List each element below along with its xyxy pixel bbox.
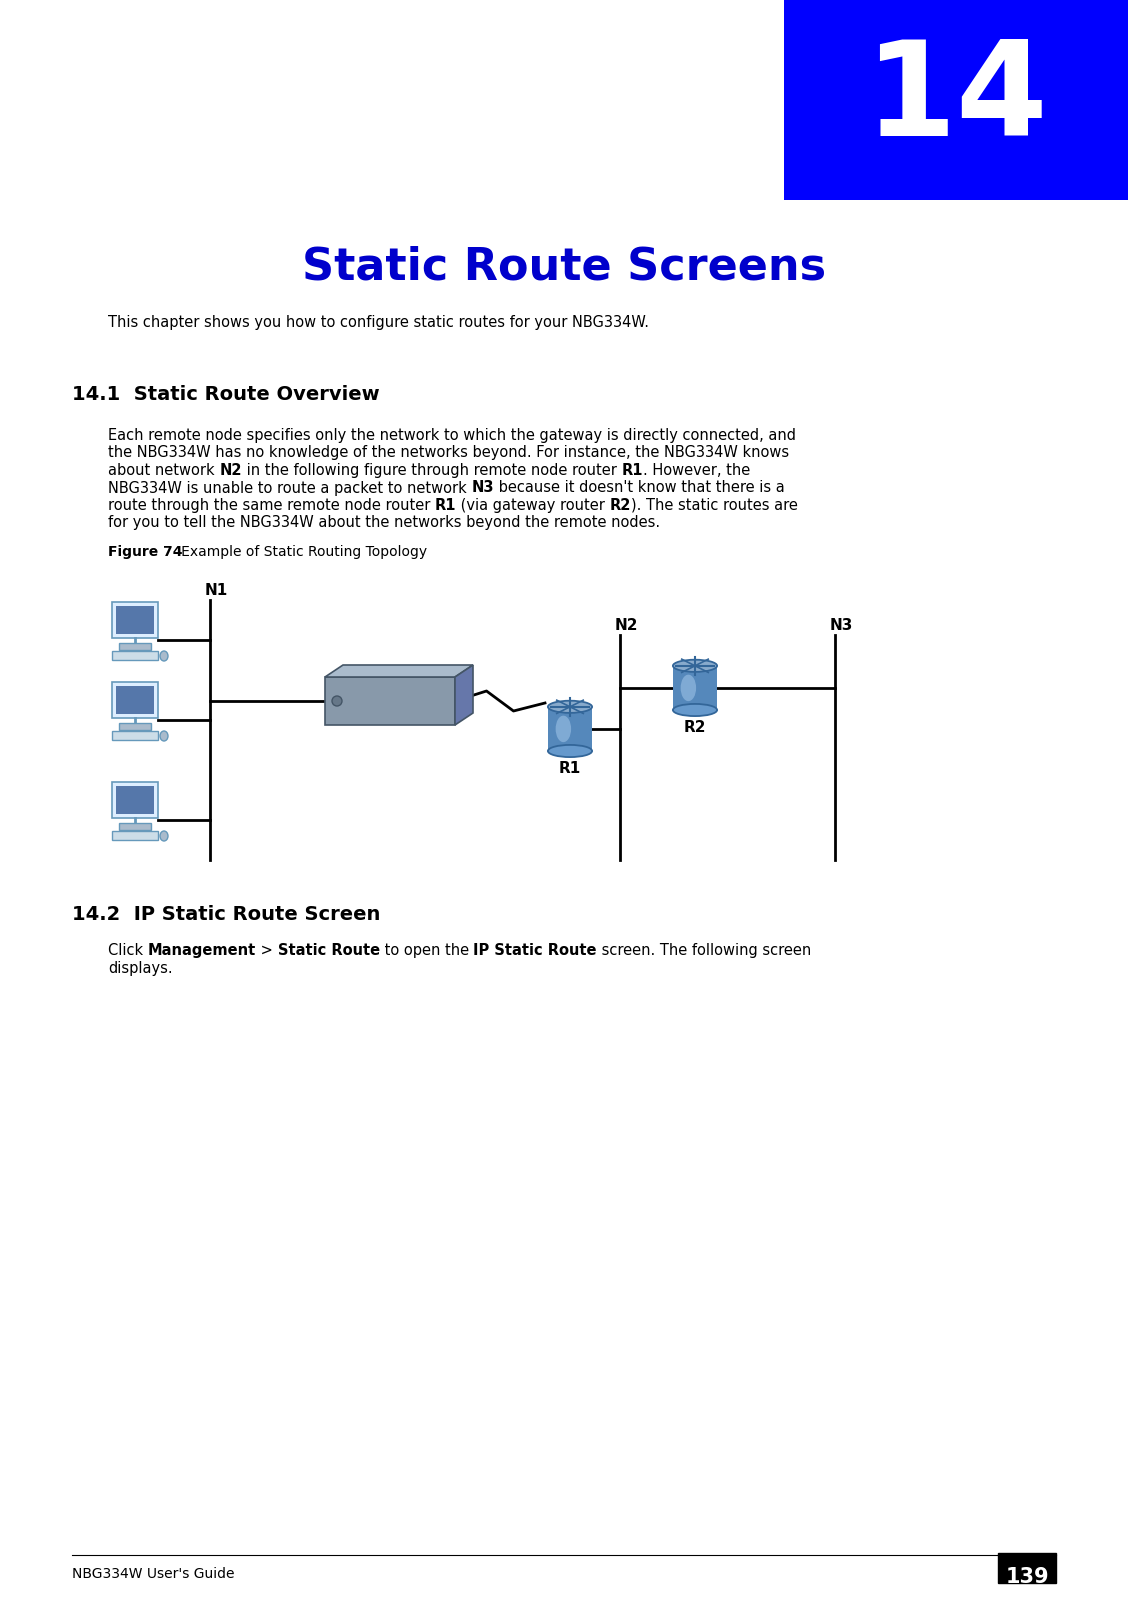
Text: Example of Static Routing Topology: Example of Static Routing Topology bbox=[168, 545, 428, 559]
Bar bbox=[112, 830, 158, 840]
Ellipse shape bbox=[556, 715, 571, 743]
Ellipse shape bbox=[548, 744, 592, 757]
Text: N1: N1 bbox=[205, 583, 228, 597]
Ellipse shape bbox=[160, 731, 168, 741]
Text: IP Static Route: IP Static Route bbox=[474, 942, 597, 958]
Text: NBG334W is unable to route a packet to network: NBG334W is unable to route a packet to n… bbox=[108, 481, 472, 495]
Text: NBG334W User's Guide: NBG334W User's Guide bbox=[72, 1567, 235, 1581]
Text: the NBG334W has no knowledge of the networks beyond. For instance, the NBG334W k: the NBG334W has no knowledge of the netw… bbox=[108, 446, 790, 460]
Text: route through the same remote node router: route through the same remote node route… bbox=[108, 498, 435, 513]
Text: R1: R1 bbox=[435, 498, 457, 513]
Text: Click: Click bbox=[108, 942, 148, 958]
Text: Management: Management bbox=[148, 942, 256, 958]
Text: displays.: displays. bbox=[108, 960, 173, 976]
Text: in the following figure through remote node router: in the following figure through remote n… bbox=[241, 463, 622, 478]
Bar bbox=[118, 822, 151, 830]
Bar bbox=[112, 682, 158, 719]
Text: N2: N2 bbox=[219, 463, 241, 478]
Text: Figure 74: Figure 74 bbox=[108, 545, 183, 559]
Bar bbox=[784, 0, 1128, 200]
Bar bbox=[112, 652, 158, 660]
Ellipse shape bbox=[673, 704, 717, 715]
Polygon shape bbox=[325, 664, 473, 677]
Bar bbox=[998, 1552, 1056, 1583]
Bar bbox=[325, 677, 455, 725]
Text: ). The static routes are: ). The static routes are bbox=[632, 498, 799, 513]
Bar bbox=[112, 731, 158, 739]
Text: N2: N2 bbox=[615, 618, 638, 632]
Ellipse shape bbox=[680, 674, 696, 701]
Ellipse shape bbox=[548, 701, 592, 712]
Text: because it doesn't know that there is a: because it doesn't know that there is a bbox=[494, 481, 785, 495]
Text: 14: 14 bbox=[864, 37, 1048, 163]
Ellipse shape bbox=[160, 652, 168, 661]
Text: about network: about network bbox=[108, 463, 219, 478]
Bar bbox=[116, 786, 155, 814]
Text: This chapter shows you how to configure static routes for your NBG334W.: This chapter shows you how to configure … bbox=[108, 315, 649, 331]
Polygon shape bbox=[455, 664, 473, 725]
Bar bbox=[112, 602, 158, 637]
Bar bbox=[118, 644, 151, 650]
Text: >: > bbox=[256, 942, 277, 958]
Ellipse shape bbox=[160, 830, 168, 842]
Text: Static Route: Static Route bbox=[277, 942, 380, 958]
Circle shape bbox=[332, 696, 342, 706]
Text: R1: R1 bbox=[622, 463, 643, 478]
Text: Each remote node specifies only the network to which the gateway is directly con: Each remote node specifies only the netw… bbox=[108, 428, 796, 442]
Text: N3: N3 bbox=[830, 618, 854, 632]
Text: R2: R2 bbox=[684, 720, 706, 735]
Text: R1: R1 bbox=[558, 762, 581, 776]
Ellipse shape bbox=[673, 660, 717, 672]
Text: screen. The following screen: screen. The following screen bbox=[597, 942, 811, 958]
Bar bbox=[116, 605, 155, 634]
Text: R2: R2 bbox=[610, 498, 632, 513]
Text: . However, the: . However, the bbox=[643, 463, 750, 478]
Bar bbox=[548, 707, 592, 751]
Text: 14.2  IP Static Route Screen: 14.2 IP Static Route Screen bbox=[72, 905, 380, 925]
Text: Static Route Screens: Static Route Screens bbox=[302, 244, 826, 287]
Text: 139: 139 bbox=[1005, 1567, 1049, 1587]
Bar bbox=[118, 723, 151, 730]
Text: for you to tell the NBG334W about the networks beyond the remote nodes.: for you to tell the NBG334W about the ne… bbox=[108, 516, 660, 530]
Text: N3: N3 bbox=[472, 481, 494, 495]
Text: (via gateway router: (via gateway router bbox=[457, 498, 610, 513]
Bar bbox=[116, 687, 155, 714]
Bar bbox=[112, 783, 158, 818]
Text: 14.1  Static Route Overview: 14.1 Static Route Overview bbox=[72, 385, 380, 404]
Text: to open the: to open the bbox=[380, 942, 474, 958]
Bar bbox=[673, 666, 717, 711]
